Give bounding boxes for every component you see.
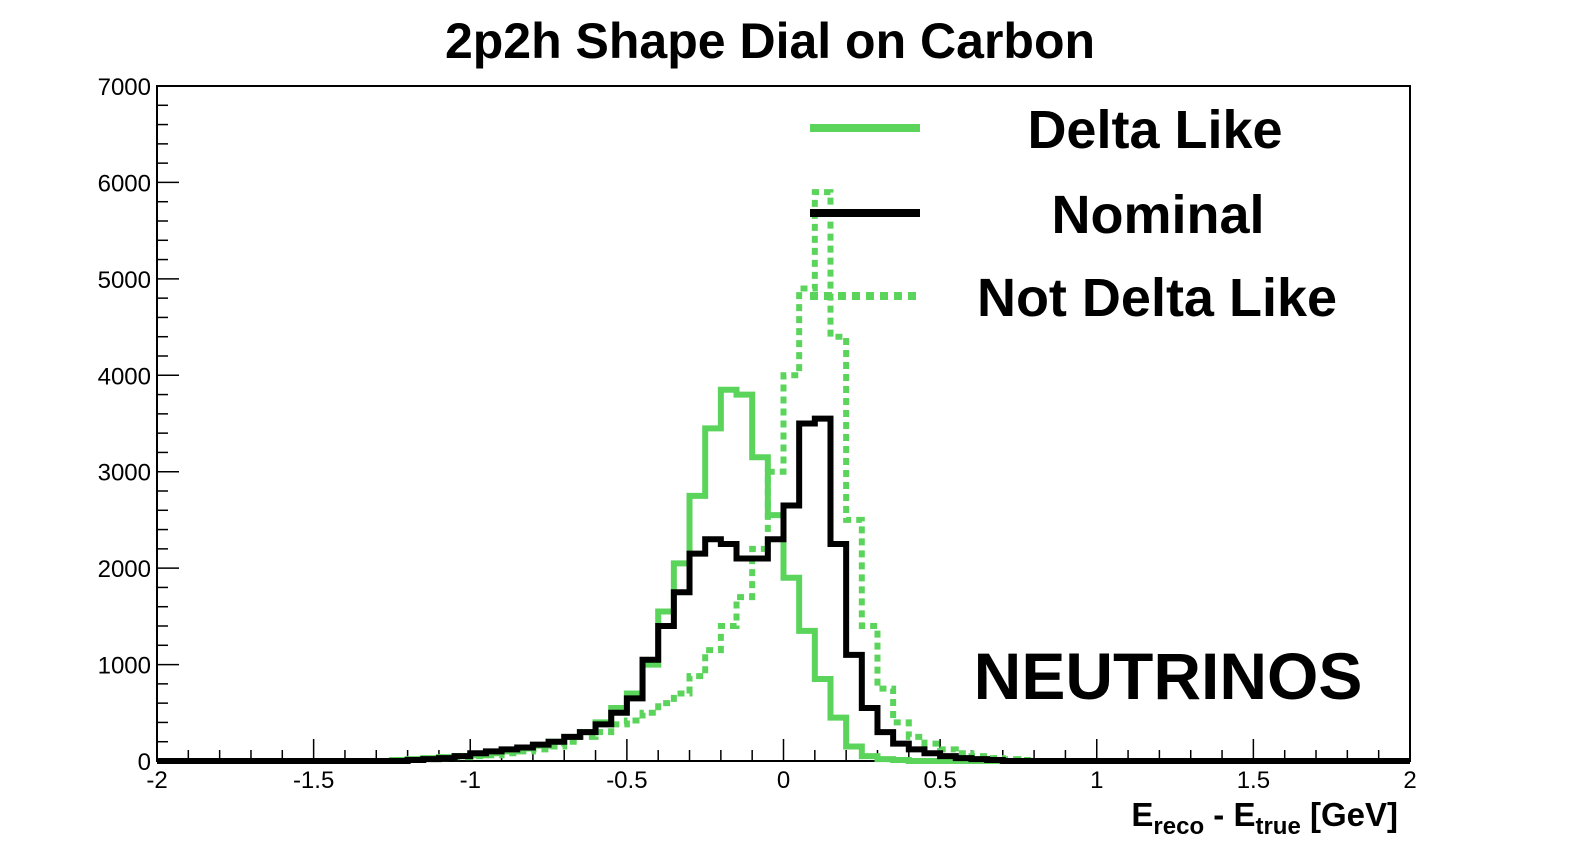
y-tick-label: 7000 — [98, 74, 151, 101]
series-nominal — [157, 415, 1410, 764]
x-axis-label: Ereco - Etrue [GeV] — [1131, 796, 1398, 840]
x-tick-label: -0.5 — [606, 767, 647, 794]
y-tick-label: 2000 — [98, 556, 151, 583]
x-tick-label: 0.5 — [923, 767, 956, 794]
annotation-neutrinos: NEUTRINOS — [974, 639, 1363, 713]
x-tick-label: -1 — [460, 767, 481, 794]
x-tick-label: 1.5 — [1237, 767, 1270, 794]
y-tick-label: 5000 — [98, 267, 151, 294]
y-tick-label: 4000 — [98, 363, 151, 390]
x-tick-label: -2 — [146, 767, 167, 794]
x-tick-label: -1.5 — [293, 767, 334, 794]
x-axis: -2 -1.5 -1 -0.5 0 0.5 1 1.5 2 — [146, 739, 1417, 794]
legend-label-nominal: Nominal — [1051, 185, 1264, 245]
y-tick-label: 6000 — [98, 170, 151, 197]
y-tick-label: 0 — [138, 749, 151, 776]
x-tick-label: 0 — [777, 767, 790, 794]
chart-title: 2p2h Shape Dial on Carbon — [445, 13, 1095, 69]
legend-label-not-delta-like: Not Delta Like — [977, 268, 1337, 328]
x-tick-label: 2 — [1403, 767, 1416, 794]
y-tick-label: 1000 — [98, 653, 151, 680]
legend-label-delta-like: Delta Like — [1027, 100, 1282, 160]
series-layer — [157, 189, 1410, 764]
y-axis: 0 1000 2000 3000 4000 5000 6000 7000 — [98, 74, 179, 776]
y-tick-label: 3000 — [98, 460, 151, 487]
legend: Delta Like Nominal Not Delta Like — [810, 100, 1337, 328]
series-not-delta-like — [157, 189, 1410, 764]
x-tick-label: 1 — [1090, 767, 1103, 794]
